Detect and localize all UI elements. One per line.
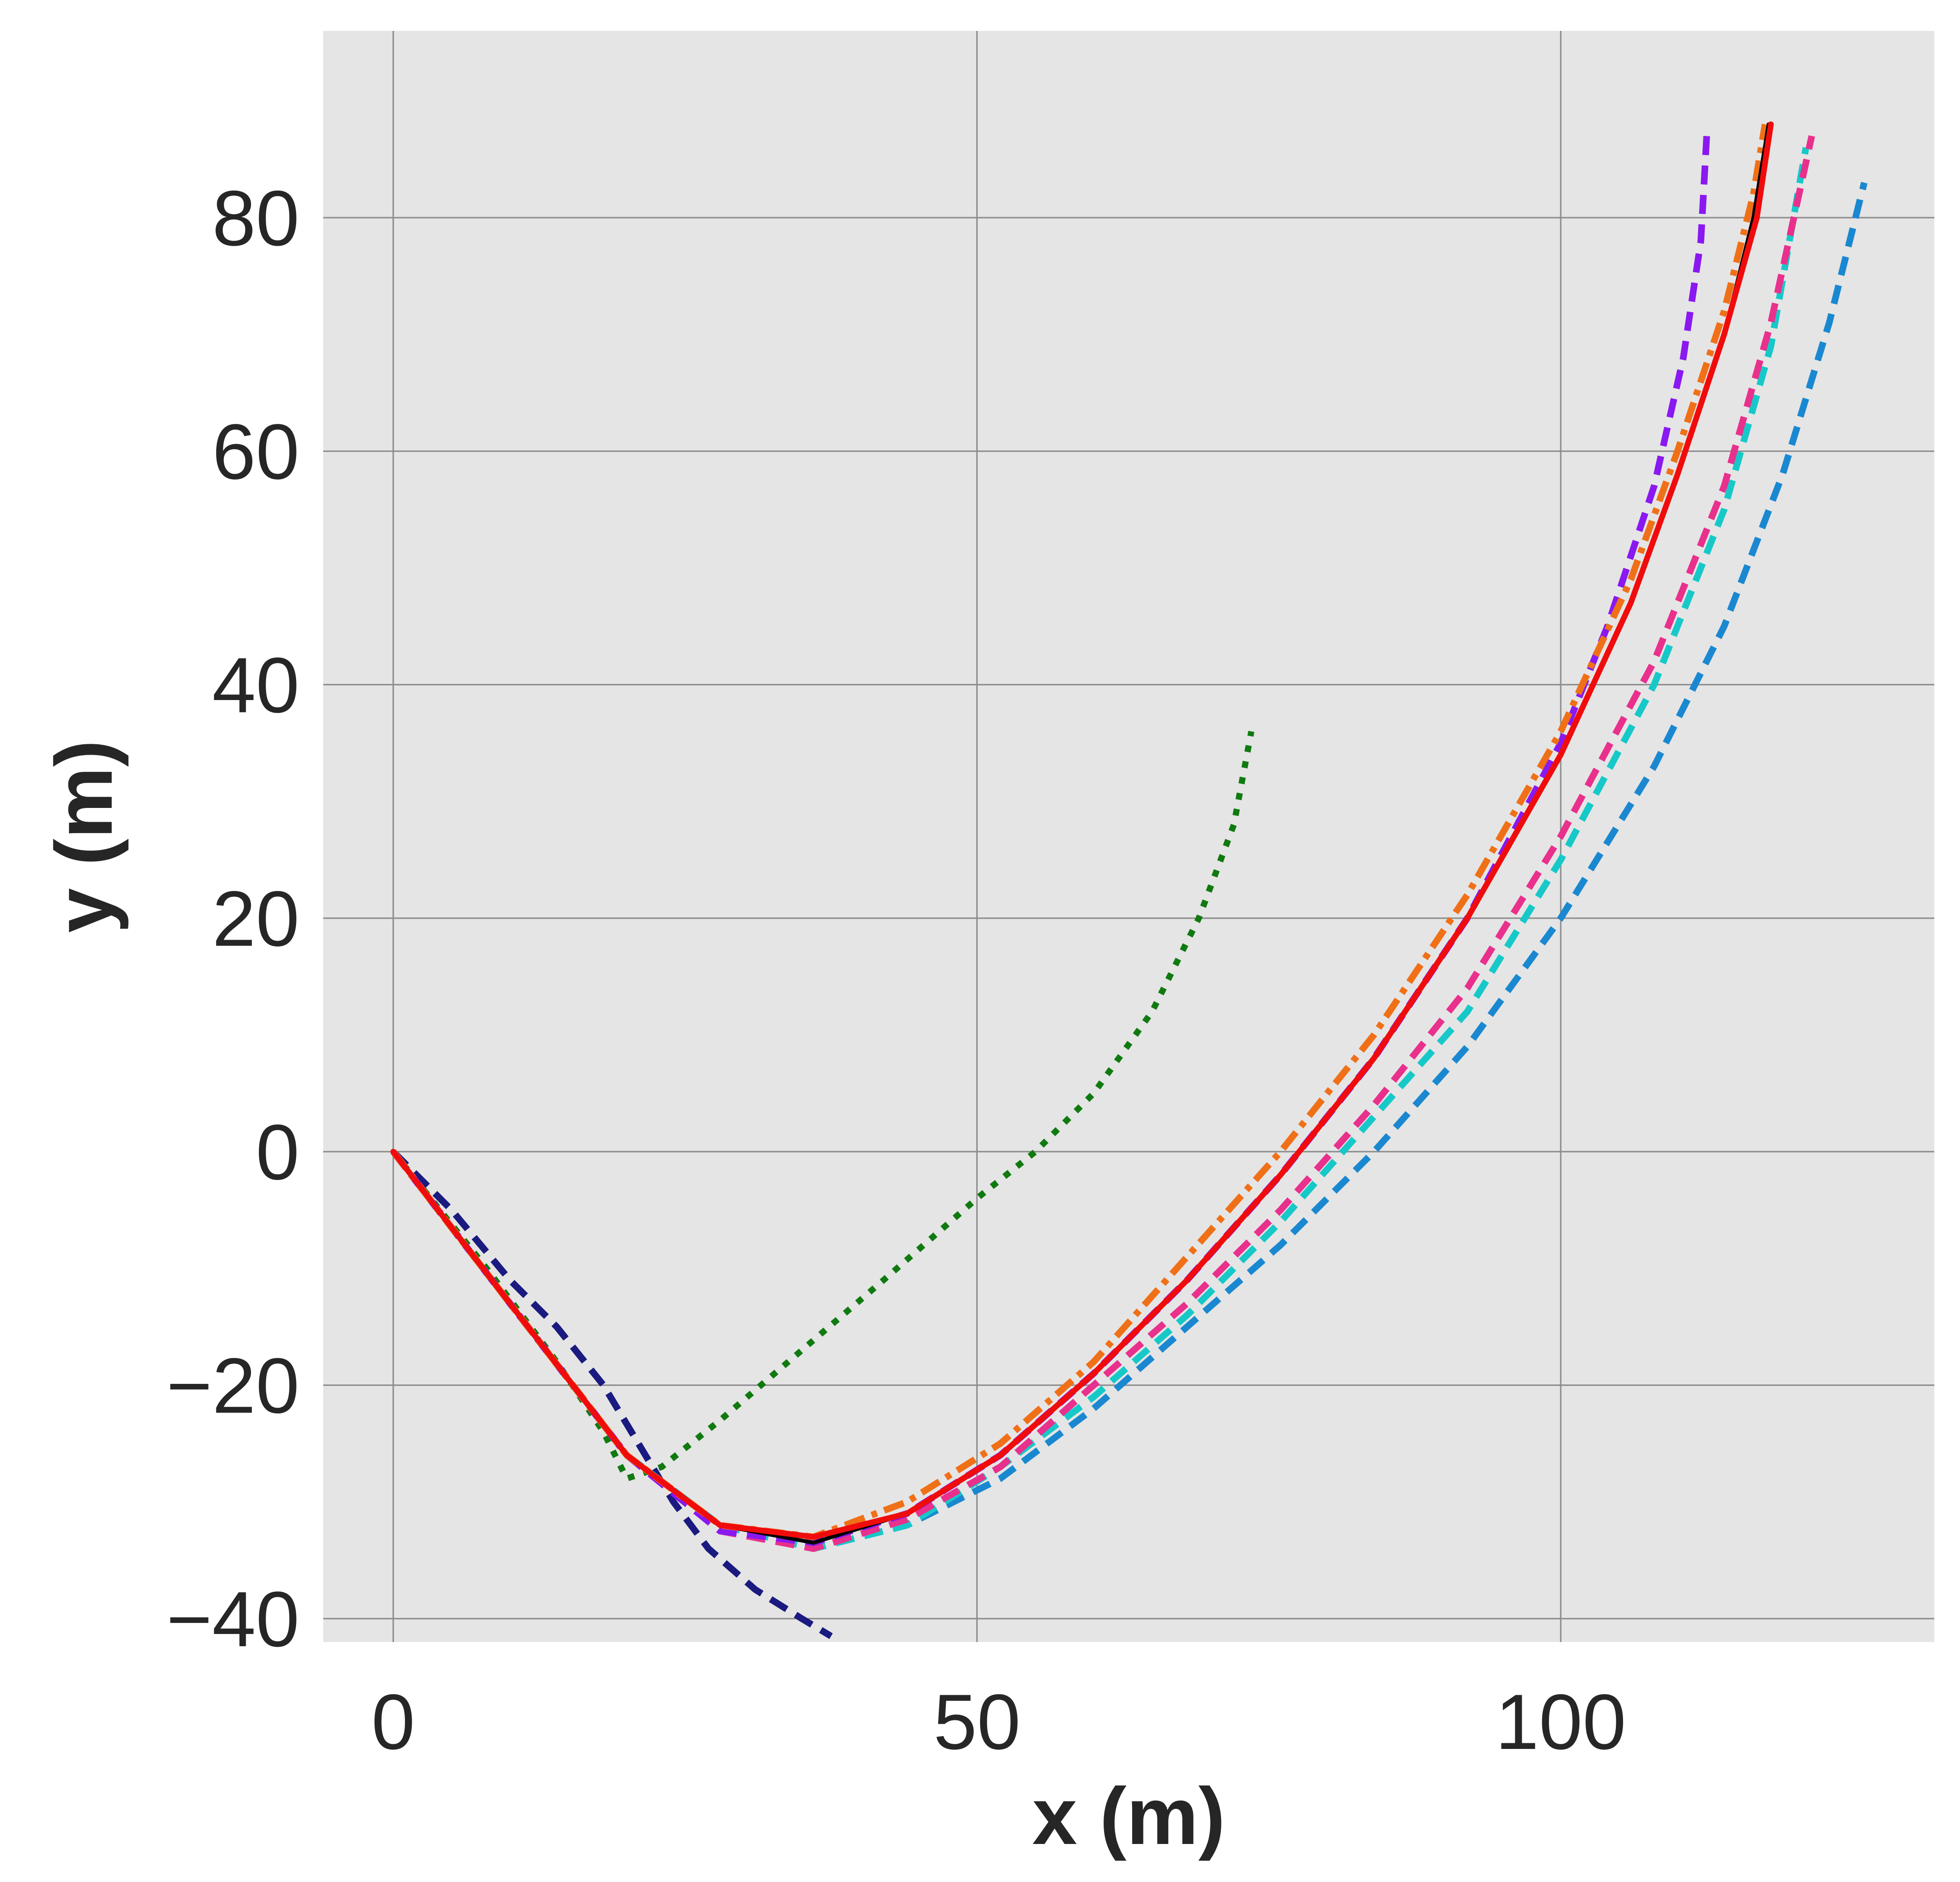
x-axis-label: x (m) <box>1032 1771 1225 1862</box>
y-tick-label: 0 <box>256 1108 299 1196</box>
y-tick-label: −40 <box>166 1575 299 1663</box>
x-tick-label: 0 <box>372 1678 415 1766</box>
x-tick-labels: 0 50 100 <box>372 1678 1626 1766</box>
series-line-navy-dashed <box>391 1149 833 1639</box>
y-tick-label: 80 <box>212 174 299 262</box>
y-tick-label: −20 <box>166 1342 299 1430</box>
x-tick-label: 50 <box>933 1678 1021 1766</box>
y-tick-label: 40 <box>212 642 299 729</box>
grid <box>323 31 1934 1642</box>
y-tick-label: 20 <box>212 875 299 962</box>
series-line-red-solid <box>390 121 1774 1540</box>
y-axis-label: y (m) <box>39 740 129 933</box>
series-group <box>390 121 1868 1639</box>
y-tick-labels: −40 −20 0 20 40 60 80 <box>166 174 299 1663</box>
y-tick-label: 60 <box>212 408 299 495</box>
plot-background <box>323 31 1934 1642</box>
x-tick-label: 100 <box>1495 1678 1626 1766</box>
